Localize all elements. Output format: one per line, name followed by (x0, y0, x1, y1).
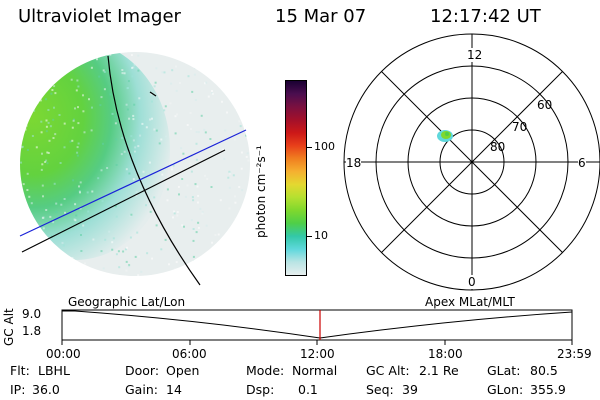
mode-label: Mode: (246, 363, 285, 378)
timeline-xtick-1200: 12:00 (300, 347, 335, 361)
mlt-label-12: 12 (466, 48, 484, 62)
timeline-ytick-top: 9.0 (22, 307, 42, 321)
ip-label: IP: (10, 382, 26, 397)
glat-label: GLat: (487, 363, 521, 378)
date-label: 15 Mar 07 (275, 6, 367, 27)
mode-value: Normal (292, 363, 338, 378)
colorbar-tick-10 (307, 236, 312, 237)
terminator-line (107, 55, 201, 286)
altitude-curve (62, 310, 573, 339)
filter-value: LBHL (38, 363, 70, 378)
glon-value: 355.9 (530, 382, 566, 397)
filter-label: Flt: (10, 363, 30, 378)
lat-label-80: 80 (490, 140, 506, 154)
timeline-xtick-1800: 18:00 (428, 347, 463, 361)
lat-label-60: 60 (537, 98, 553, 112)
timeline-xtick-0000: 00:00 (46, 347, 81, 361)
time-label: 12:17:42 UT (430, 6, 541, 27)
glat-value: 80.5 (530, 363, 558, 378)
colorbar-gradient (285, 80, 307, 276)
colorbar-tick-label-100: 100 (314, 140, 335, 153)
colorbar (285, 80, 307, 276)
lat-label-70: 70 (512, 120, 528, 134)
seq-label: Seq: (366, 382, 394, 397)
colorbar-tick-100 (307, 147, 312, 148)
glon-label: GLon: (487, 382, 524, 397)
gc-alt-label: GC Alt: (366, 363, 410, 378)
footprint-line-black (21, 149, 226, 253)
dsp-label: Dsp: (246, 382, 275, 397)
gc-alt-value: 2.1 Re (419, 363, 459, 378)
gain-value: 14 (166, 382, 182, 397)
instrument-title: Ultraviolet Imager (18, 6, 181, 27)
ip-value: 36.0 (32, 382, 60, 397)
tick-mark (149, 91, 157, 97)
timeline-frame (61, 309, 573, 341)
door-label: Door: (125, 363, 160, 378)
colorbar-tick-label-10: 10 (314, 229, 328, 242)
mlt-label-6: 6 (578, 156, 586, 170)
gain-label: Gain: (125, 382, 158, 397)
dsp-value: 0.1 (298, 382, 318, 397)
timeline-xtick-0600: 06:00 (172, 347, 207, 361)
timeline-ticks (61, 340, 573, 345)
timeline-xtick-2359: 23:59 (557, 347, 592, 361)
mlt-label-18: 18 (346, 156, 362, 170)
mlt-label-0: 0 (468, 275, 476, 289)
timeline-ytick-bottom: 1.8 (22, 324, 42, 338)
seq-value: 39 (402, 382, 418, 397)
footprint-line-blue (19, 129, 247, 237)
timeline-right-title: Apex MLat/MLT (425, 295, 515, 309)
door-value: Open (166, 363, 200, 378)
timeline-left-title: Geographic Lat/Lon (68, 295, 186, 309)
polar-aurora-spot (437, 130, 453, 142)
polar-diagonal-2 (381, 71, 563, 253)
